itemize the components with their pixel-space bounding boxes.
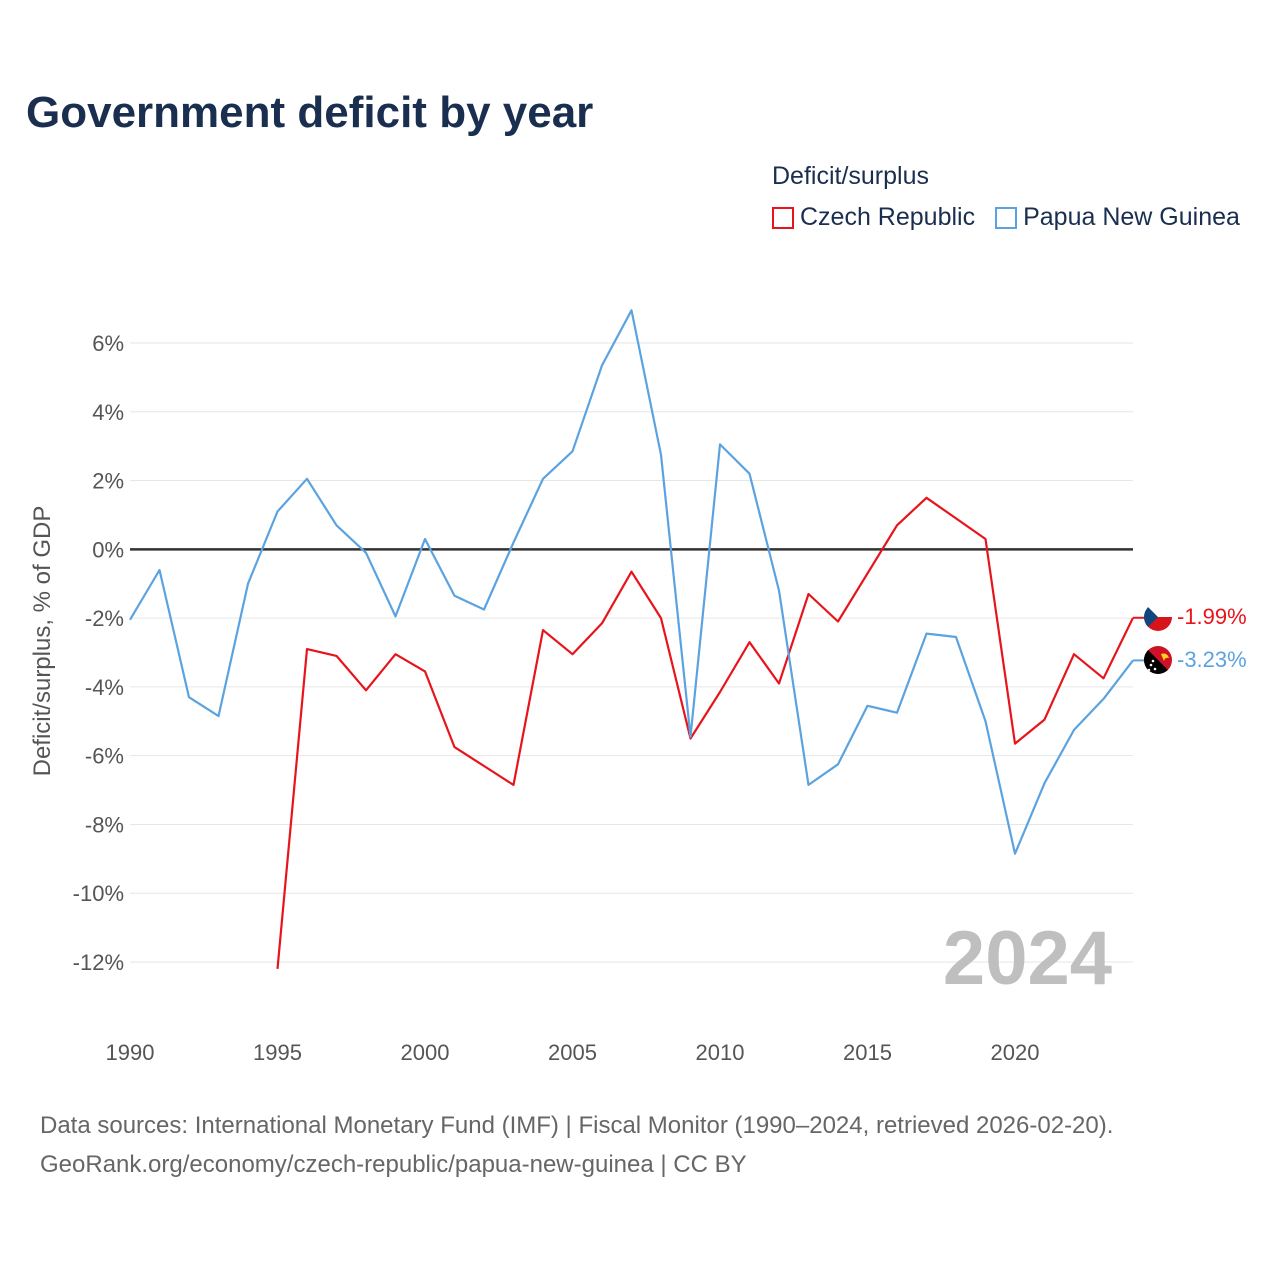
x-tick-label: 2000	[401, 1040, 450, 1065]
legend-swatch-papua-new-guinea	[995, 206, 1018, 229]
y-tick-label: -4%	[85, 675, 124, 700]
data-source: Data sources: International Monetary Fun…	[40, 1106, 1113, 1184]
x-tick-label: 1995	[253, 1040, 302, 1065]
series-layer	[129, 309, 1144, 970]
y-tick-label: -10%	[73, 881, 124, 906]
x-tick-label: 2020	[991, 1040, 1040, 1065]
y-tick-label: -2%	[85, 606, 124, 631]
legend-label-czech-republic: Czech Republic	[800, 203, 976, 231]
end-label-czech-republic: -1.99%	[1177, 604, 1247, 629]
x-tick-label: 2015	[843, 1040, 892, 1065]
x-tick-label: 2010	[696, 1040, 745, 1065]
legend-title: Deficit/surplus	[772, 162, 929, 190]
y-tick-label: 4%	[92, 400, 124, 425]
y-tick-label: -8%	[85, 812, 124, 837]
legend-item-czech-republic[interactable]: Czech Republic	[772, 203, 975, 232]
end-label-papua-new-guinea: -3.23%	[1177, 647, 1247, 672]
legend: Czech Republic Papua New Guinea	[772, 203, 1260, 232]
papua-new-guinea-flag-icon	[1144, 646, 1172, 674]
y-tick-label: 2%	[92, 469, 124, 494]
legend-swatch-czech-republic	[772, 206, 794, 229]
chart-title: Government deficit by year	[26, 88, 594, 137]
y-tick-label: 6%	[92, 331, 124, 356]
czech-republic-flag-icon	[1144, 603, 1172, 631]
legend-label-papua-new-guinea: Papua New Guinea	[1023, 203, 1240, 231]
legend-item-papua-new-guinea[interactable]: Papua New Guinea	[995, 203, 1240, 232]
y-axis-ticks: 6% 4% 2% 0% -2% -4% -6% -8% -10% -12%	[73, 331, 124, 975]
source-line-2[interactable]: GeoRank.org/economy/czech-republic/papua…	[40, 1151, 747, 1178]
y-tick-label: -12%	[73, 950, 124, 975]
x-tick-label: 1990	[106, 1040, 155, 1065]
gridlines	[130, 342, 1133, 963]
series-line-czech-republic	[276, 496, 1134, 970]
y-tick-label: 0%	[92, 537, 124, 562]
y-axis-label: Deficit/surplus, % of GDP	[29, 506, 56, 777]
series-line-papua-new-guinea	[129, 309, 1134, 855]
y-tick-label: -6%	[85, 744, 124, 769]
x-tick-label: 2005	[548, 1040, 597, 1065]
year-watermark: 2024	[943, 916, 1112, 1001]
x-axis-ticks: 1990 1995 2000 2005 2010 2015 2020	[106, 1040, 1040, 1065]
source-line-1: Data sources: International Monetary Fun…	[40, 1112, 1114, 1139]
